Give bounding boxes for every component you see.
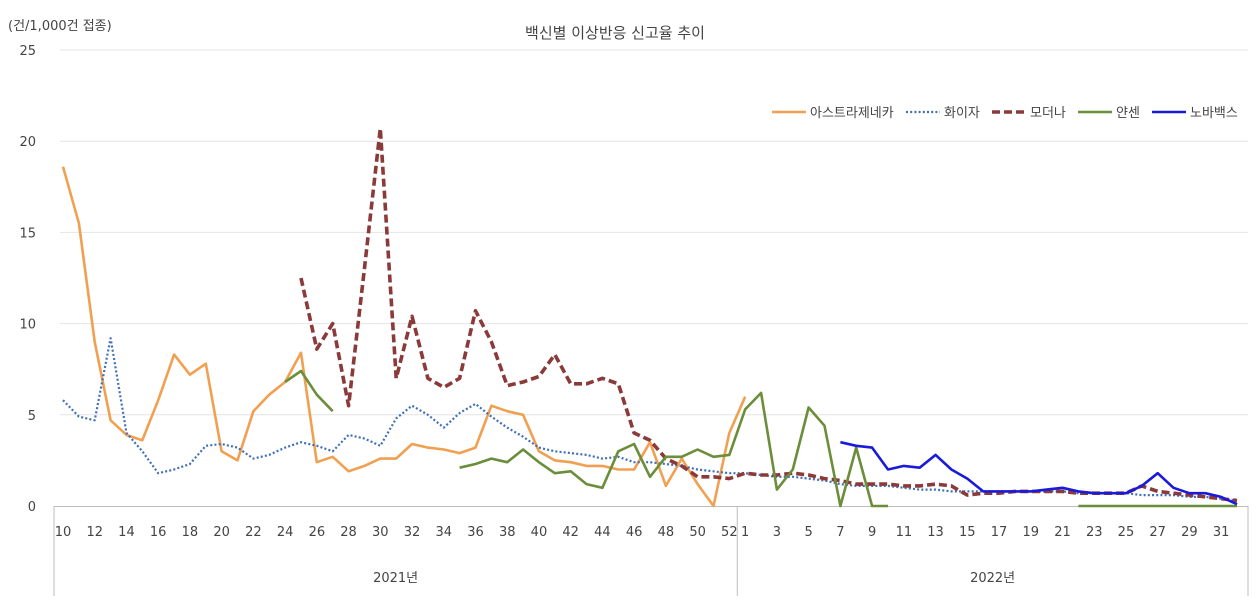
y-tick-label: 5 — [28, 409, 36, 424]
x-tick-label: 52 — [721, 525, 738, 540]
x-axis: 10 12 14 16 18 20 22 24 26 28 30 32 34 36 38 40 42 44 46 48… — [53, 506, 1249, 596]
x-tick-label: 50 — [689, 525, 706, 540]
x-tick-label: 12 — [86, 525, 103, 540]
x-tick-label: 18 — [182, 525, 199, 540]
x-tick-label: 42 — [562, 525, 579, 540]
y-axis-unit-label: (건/1,000건 접종) — [8, 19, 112, 34]
x-tick-label: 34 — [435, 525, 452, 540]
x-tick-label: 23 — [1086, 525, 1103, 540]
x-tick-label: 24 — [277, 525, 294, 540]
x-tick-label: 13 — [927, 525, 944, 540]
x-tick-label: 5 — [805, 525, 813, 540]
x-tick-label: 19 — [1022, 525, 1039, 540]
x-group-label: 2021년 — [373, 571, 418, 586]
x-tick-label: 14 — [118, 525, 135, 540]
x-tick-label: 38 — [499, 525, 516, 540]
y-tick-label: 0 — [28, 500, 36, 515]
x-tick-label: 3 — [773, 525, 781, 540]
x-tick-label: 32 — [404, 525, 421, 540]
x-tick-label: 9 — [868, 525, 876, 540]
y-axis-ticks: 0 5 10 15 20 25 — [19, 44, 36, 515]
x-tick-label: 21 — [1054, 525, 1071, 540]
x-tick-label: 48 — [658, 525, 675, 540]
chart-title: 백신별 이상반응 신고율 추이 — [525, 24, 705, 42]
x-tick-label: 31 — [1213, 525, 1230, 540]
x-tick-label: 15 — [959, 525, 976, 540]
x-tick-label: 1 — [741, 525, 749, 540]
x-tick-label: 20 — [213, 525, 230, 540]
x-tick-label: 30 — [372, 525, 389, 540]
x-tick-label: 16 — [150, 525, 167, 540]
x-tick-label: 36 — [467, 525, 484, 540]
x-tick-label: 28 — [340, 525, 357, 540]
legend-label: 모더나 — [1030, 106, 1066, 121]
x-tick-label: 44 — [594, 525, 611, 540]
x-tick-label: 11 — [896, 525, 913, 540]
x-tick-label: 29 — [1181, 525, 1198, 540]
x-tick-label: 7 — [836, 525, 844, 540]
x-tick-label: 10 — [55, 525, 72, 540]
x-tick-label: 22 — [245, 525, 262, 540]
legend-label: 아스트라제네카 — [810, 106, 894, 121]
x-group-label: 2022년 — [970, 571, 1015, 586]
x-tick-label: 25 — [1118, 525, 1135, 540]
grid — [60, 49, 1248, 416]
x-tick-label: 26 — [309, 525, 326, 540]
series-line — [840, 440, 1238, 506]
x-tick-label: 40 — [531, 525, 548, 540]
y-tick-label: 10 — [19, 318, 36, 333]
x-tick-label: 17 — [991, 525, 1008, 540]
legend: 아스트라제네카 화이자 모더나 얀센 노바백스 — [772, 106, 1238, 121]
legend-label: 화이자 — [944, 106, 980, 121]
x-tick-label: 27 — [1149, 525, 1166, 540]
series-line — [459, 391, 888, 508]
series-line — [299, 126, 1238, 503]
legend-label: 노바백스 — [1190, 106, 1238, 121]
legend-label: 얀센 — [1116, 106, 1140, 121]
x-tick-label: 46 — [626, 525, 643, 540]
y-tick-label: 20 — [19, 135, 36, 150]
series-line — [284, 369, 334, 413]
y-tick-label: 15 — [19, 226, 36, 241]
series-lines — [61, 126, 1238, 508]
series-line — [61, 166, 747, 508]
y-tick-label: 25 — [19, 44, 36, 59]
